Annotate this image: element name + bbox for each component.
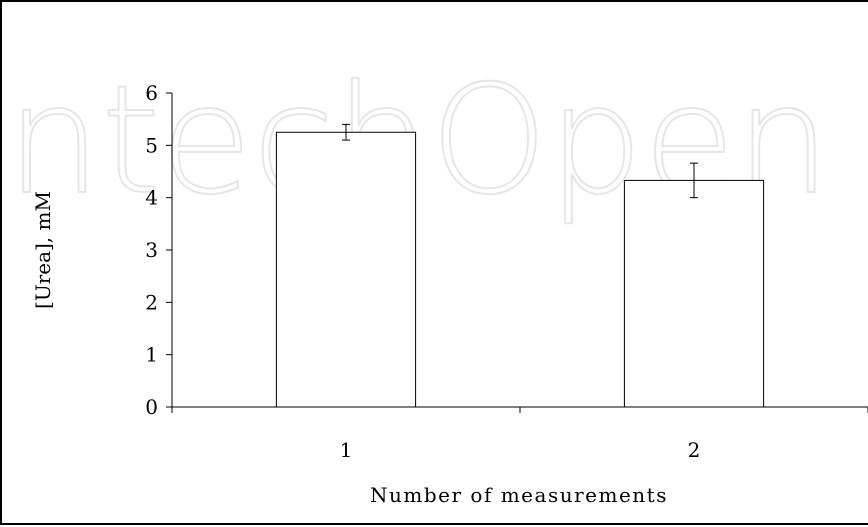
y-tick-label: 0 [145,395,158,419]
y-tick-label: 1 [145,343,158,367]
bar [623,179,765,408]
y-axis-title: [Urea], mM [31,191,55,309]
y-tick-label: 2 [145,290,158,314]
bar [275,131,417,408]
y-tick-label: 5 [145,133,158,157]
x-axis-title: Number of measurements [370,483,668,507]
x-tick-label: 2 [688,438,701,462]
x-tick-label: 1 [340,438,353,462]
y-tick-label: 4 [145,186,158,210]
y-tick-label: 6 [145,81,158,105]
plot-area: 0 1 2 3 4 5 6 1 2 [145,81,868,462]
y-tick-label: 3 [145,238,158,262]
